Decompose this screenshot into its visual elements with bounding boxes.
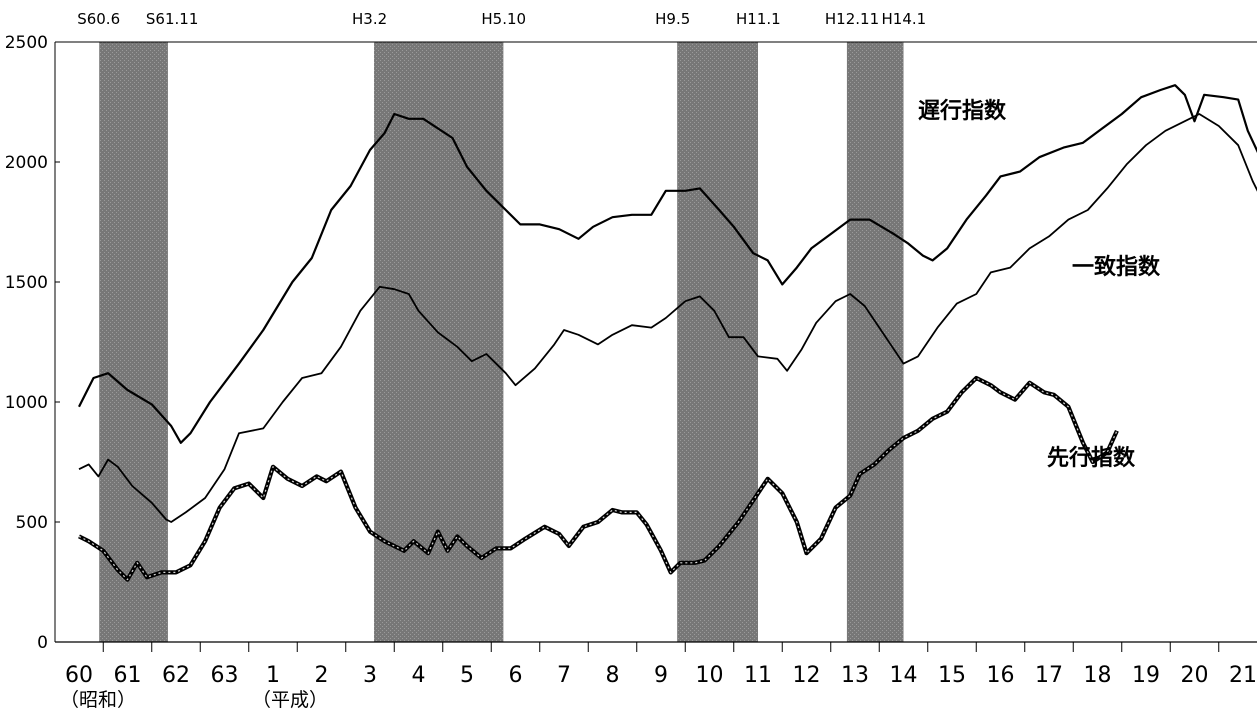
y-tick-label: 500 <box>16 513 48 533</box>
recession-start-label: S60.6 <box>77 10 120 28</box>
recession-start-label: H9.5 <box>655 10 690 28</box>
x-tick-label: 3 <box>363 663 377 688</box>
x-tick-label: 15 <box>938 663 966 688</box>
x-tick-label: 63 <box>211 663 239 688</box>
series-label-leading: 先行指数 <box>1047 445 1136 471</box>
x-tick-label: 10 <box>696 663 724 688</box>
x-tick-label: 4 <box>412 663 426 688</box>
recession-band <box>99 42 168 642</box>
series-label-lagging: 遅行指数 <box>918 98 1007 124</box>
series-lines <box>78 84 1257 582</box>
era-label-heisei: （平成） <box>252 689 328 711</box>
x-tick-label: 16 <box>987 663 1015 688</box>
x-tick-label: 7 <box>557 663 571 688</box>
recession-end-label: H5.10 <box>481 10 526 28</box>
series-label-coincident: 一致指数 <box>1072 254 1161 280</box>
x-tick-label: 17 <box>1035 663 1063 688</box>
x-ticks: 60 61 62 63 1 2 3 4 5 6 7 8 9 10 11 12 13 14 15 16 17 18 19 20 2… <box>65 642 1257 688</box>
x-tick-label: 2 <box>315 663 329 688</box>
x-tick-label: 20 <box>1181 663 1209 688</box>
recession-labels: S60.6 S61.11 H3.2 H5.10 H9.5 H11.1 H12.11 H14.1 <box>77 10 926 28</box>
recession-end-label: S61.11 <box>146 10 198 28</box>
series-line-coincident <box>78 113 1257 523</box>
y-ticks: 0 500 1000 1500 2000 2500 <box>5 33 60 653</box>
x-tick-label: 6 <box>509 663 523 688</box>
x-tick-label: 11 <box>744 663 772 688</box>
x-tick-label: 14 <box>890 663 918 688</box>
x-tick-label: 13 <box>841 663 869 688</box>
recession-start-label: H3.2 <box>352 10 387 28</box>
series-line-leading <box>78 375 1119 582</box>
x-tick-label: 21 <box>1229 663 1257 688</box>
recession-bands <box>99 42 904 642</box>
y-tick-label: 1000 <box>5 393 48 413</box>
series-line-lagging <box>78 84 1257 444</box>
x-tick-label: 9 <box>654 663 668 688</box>
y-tick-label: 2500 <box>5 33 48 53</box>
series-line-leading-highlight <box>78 377 1118 581</box>
y-tick-label: 1500 <box>5 273 48 293</box>
x-tick-label: 5 <box>460 663 474 688</box>
recession-end-label: H14.1 <box>882 10 927 28</box>
x-tick-label: 12 <box>793 663 821 688</box>
y-tick-label: 0 <box>37 633 48 653</box>
recession-start-label: H12.11 <box>825 10 879 28</box>
recession-end-label: H11.1 <box>736 10 781 28</box>
recession-band <box>846 42 904 642</box>
x-tick-label: 18 <box>1084 663 1112 688</box>
x-tick-label: 62 <box>162 663 190 688</box>
y-tick-label: 2000 <box>5 153 48 173</box>
era-label-showa: （昭和） <box>60 689 136 711</box>
x-tick-label: 60 <box>65 663 93 688</box>
recession-band <box>374 42 504 642</box>
x-tick-label: 19 <box>1132 663 1160 688</box>
x-tick-label: 61 <box>114 663 142 688</box>
recession-band <box>677 42 758 642</box>
x-tick-label: 8 <box>606 663 620 688</box>
x-tick-label: 1 <box>266 663 280 688</box>
